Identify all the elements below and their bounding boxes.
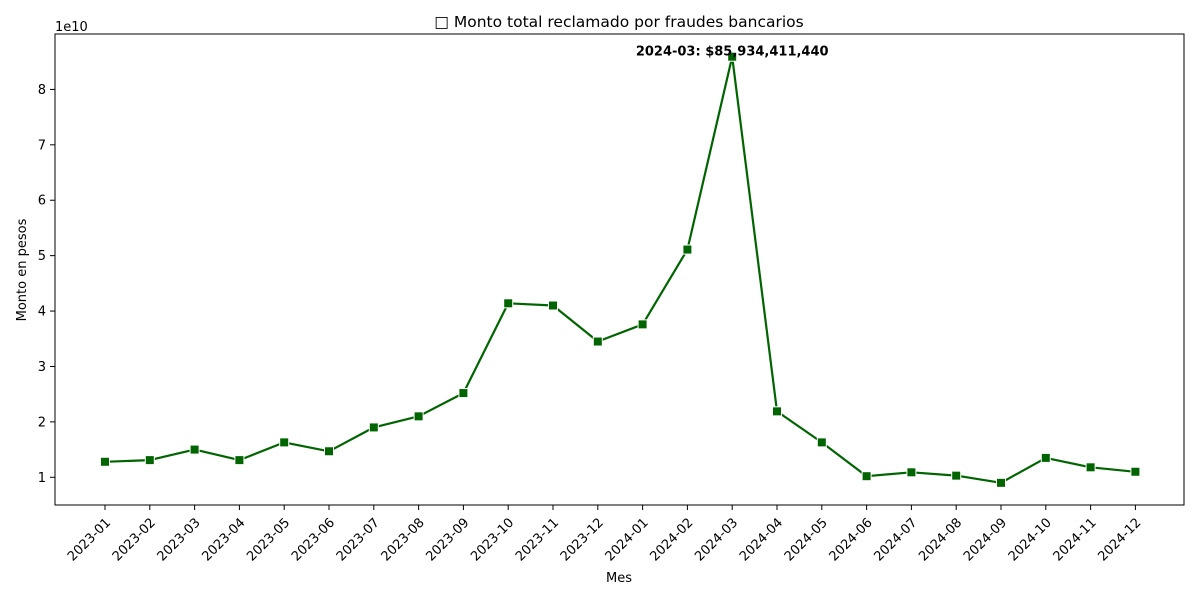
y-axis-ticks: 1 2 3 4 5 6 7 8 bbox=[38, 83, 55, 486]
data-point-marker bbox=[772, 406, 782, 417]
x-tick-label: 2023-07 bbox=[334, 515, 383, 564]
x-tick-label: 2023-06 bbox=[289, 515, 338, 564]
data-point-marker bbox=[1085, 462, 1096, 473]
data-point-marker bbox=[368, 422, 379, 433]
data-point-marker bbox=[906, 467, 917, 478]
data-point-marker bbox=[996, 477, 1006, 488]
x-tick-label: 2024-02 bbox=[647, 515, 696, 564]
data-point-marker bbox=[816, 437, 827, 448]
data-point-marker bbox=[592, 336, 603, 347]
x-tick-label: 2023-08 bbox=[379, 515, 428, 564]
peak-annotation: 2024-03: $85,934,411,440 bbox=[636, 45, 829, 60]
x-tick-label: 2023-09 bbox=[423, 515, 472, 564]
x-tick-label: 2024-12 bbox=[1095, 515, 1144, 564]
data-point-marker bbox=[279, 437, 290, 448]
x-tick-label: 2024-01 bbox=[603, 515, 652, 564]
y-tick-label: 4 bbox=[38, 305, 46, 320]
data-point-marker bbox=[951, 470, 962, 481]
y-axis-offset-label: 1e10 bbox=[55, 20, 88, 35]
chart-title: □ Monto total reclamado por fraudes banc… bbox=[434, 13, 803, 31]
x-tick-label: 2024-08 bbox=[916, 515, 965, 564]
series-line bbox=[104, 55, 1136, 484]
y-tick-label: 7 bbox=[38, 138, 46, 153]
data-point-marker bbox=[100, 456, 110, 467]
x-tick-label: 2024-05 bbox=[782, 515, 831, 564]
y-axis-label: Monto en pesos bbox=[15, 218, 30, 321]
x-tick-label: 2023-10 bbox=[468, 515, 517, 564]
plot-area-frame bbox=[54, 33, 1185, 506]
data-point-marker bbox=[861, 471, 872, 482]
x-tick-label: 2023-04 bbox=[199, 515, 248, 564]
x-tick-label: 2024-09 bbox=[961, 515, 1010, 564]
y-tick-label: 3 bbox=[38, 360, 46, 375]
data-point-marker bbox=[413, 411, 424, 422]
data-point-marker bbox=[144, 455, 155, 466]
x-tick-label: 2024-11 bbox=[1051, 515, 1100, 564]
data-point-marker bbox=[637, 319, 648, 330]
y-tick-label: 8 bbox=[38, 83, 46, 98]
x-tick-label: 2024-07 bbox=[871, 515, 920, 564]
data-point-marker bbox=[1130, 466, 1141, 477]
x-tick-label: 2024-10 bbox=[1006, 515, 1055, 564]
data-point-marker bbox=[234, 455, 245, 466]
data-point-marker bbox=[682, 244, 693, 255]
series-markers bbox=[100, 51, 1141, 488]
data-point-marker bbox=[189, 444, 200, 455]
x-axis-ticks: 2023-012023-022023-032023-042023-052023-… bbox=[65, 505, 1144, 564]
y-tick-label: 2 bbox=[38, 415, 46, 430]
data-point-marker bbox=[458, 388, 469, 399]
x-tick-label: 2023-03 bbox=[155, 515, 204, 564]
data-point-marker bbox=[324, 446, 334, 457]
data-point-marker bbox=[548, 300, 558, 311]
x-tick-label: 2023-12 bbox=[558, 515, 607, 564]
x-axis-label: Mes bbox=[606, 571, 632, 586]
data-point-marker bbox=[727, 51, 738, 62]
data-point-marker bbox=[503, 298, 514, 309]
x-tick-label: 2023-01 bbox=[65, 515, 114, 564]
x-tick-label: 2024-04 bbox=[737, 515, 786, 564]
y-tick-label: 5 bbox=[38, 249, 46, 264]
y-tick-label: 1 bbox=[38, 471, 46, 486]
x-tick-label: 2024-03 bbox=[692, 515, 741, 564]
x-tick-label: 2023-11 bbox=[513, 515, 562, 564]
data-point-marker bbox=[1040, 452, 1051, 463]
x-tick-label: 2023-05 bbox=[244, 515, 293, 564]
x-tick-label: 2023-02 bbox=[110, 515, 159, 564]
x-tick-label: 2024-06 bbox=[827, 515, 876, 564]
y-tick-label: 6 bbox=[38, 194, 46, 209]
